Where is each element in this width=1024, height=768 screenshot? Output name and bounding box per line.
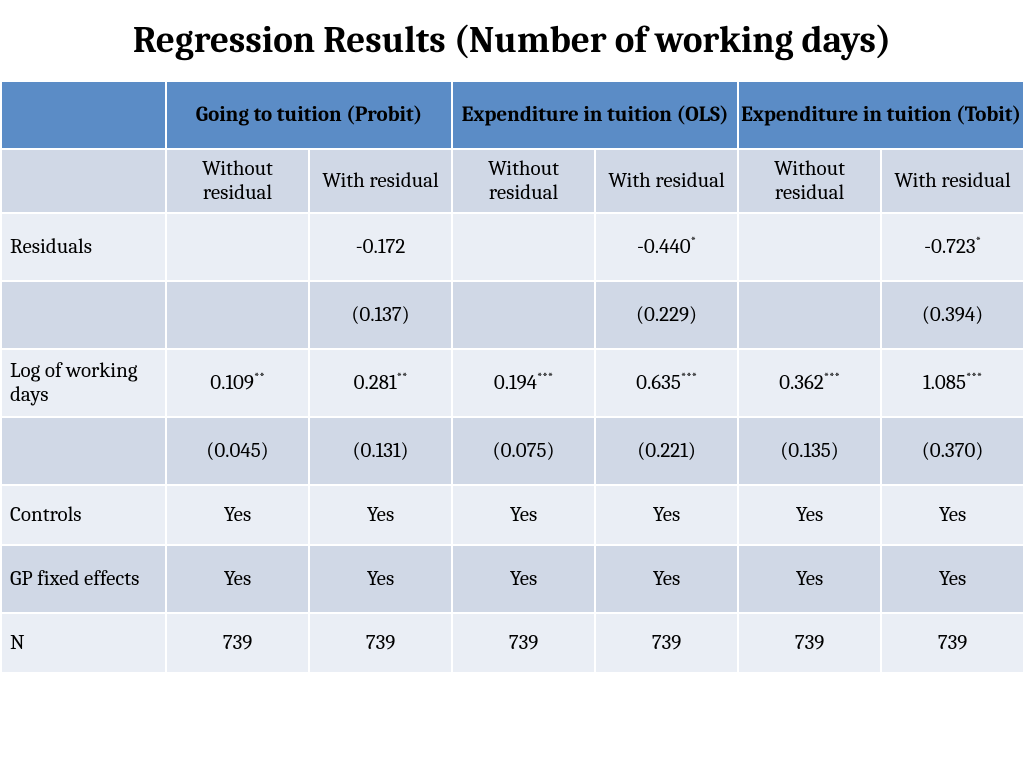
cell: Yes: [452, 485, 595, 545]
cell: 739: [309, 613, 452, 673]
row-label: Controls: [1, 485, 166, 545]
cell: 739: [738, 613, 881, 673]
regression-table: Going to tuition (Probit) Expenditure in…: [0, 80, 1024, 674]
subheader: Without residual: [166, 149, 309, 213]
table-subheader-row: Without residual With residual Without r…: [1, 149, 1024, 213]
cell: Yes: [881, 545, 1024, 613]
cell: (0.045): [166, 417, 309, 485]
cell: Yes: [881, 485, 1024, 545]
cell: [738, 281, 881, 349]
cell: Yes: [452, 545, 595, 613]
cell: -0.723*: [881, 213, 1024, 281]
table-body: Residuals -0.172 -0.440* -0.723* (0.137) (0.2…: [1, 213, 1024, 673]
page-title: Regression Results (Number of working da…: [0, 20, 1024, 62]
row-label: N: [1, 613, 166, 673]
cell: [166, 213, 309, 281]
subheader: With residual: [595, 149, 738, 213]
subheader-blank: [1, 149, 166, 213]
table-header-group-row: Going to tuition (Probit) Expenditure in…: [1, 81, 1024, 149]
subheader: With residual: [309, 149, 452, 213]
cell: (0.135): [738, 417, 881, 485]
subheader: With residual: [881, 149, 1024, 213]
subheader: Without residual: [452, 149, 595, 213]
table-row: Log of working days0.109**0.281**0.194**…: [1, 349, 1024, 417]
cell: 739: [881, 613, 1024, 673]
row-label: [1, 281, 166, 349]
cell: -0.440*: [595, 213, 738, 281]
cell: [166, 281, 309, 349]
cell: 0.362***: [738, 349, 881, 417]
header-group-tobit: Expenditure in tuition (Tobit): [738, 81, 1024, 149]
table-row: Residuals -0.172 -0.440* -0.723*: [1, 213, 1024, 281]
cell: 0.281**: [309, 349, 452, 417]
cell: Yes: [309, 545, 452, 613]
header-group-probit: Going to tuition (Probit): [166, 81, 452, 149]
cell: 1.085***: [881, 349, 1024, 417]
slide: Regression Results (Number of working da…: [0, 0, 1024, 768]
row-label: GP fixed effects: [1, 545, 166, 613]
cell: Yes: [738, 485, 881, 545]
row-label: Residuals: [1, 213, 166, 281]
table-row: GP fixed effectsYesYesYesYesYesYes: [1, 545, 1024, 613]
cell: Yes: [595, 485, 738, 545]
table-row: N739739739739739739: [1, 613, 1024, 673]
cell: -0.172: [309, 213, 452, 281]
cell: (0.131): [309, 417, 452, 485]
cell: [738, 213, 881, 281]
cell: (0.394): [881, 281, 1024, 349]
cell: Yes: [595, 545, 738, 613]
cell: (0.075): [452, 417, 595, 485]
cell: 739: [166, 613, 309, 673]
cell: (0.137): [309, 281, 452, 349]
cell: Yes: [738, 545, 881, 613]
cell: Yes: [166, 545, 309, 613]
cell: 739: [452, 613, 595, 673]
cell: 0.194***: [452, 349, 595, 417]
cell: Yes: [166, 485, 309, 545]
cell: 0.109**: [166, 349, 309, 417]
subheader: Without residual: [738, 149, 881, 213]
cell: (0.370): [881, 417, 1024, 485]
cell: 739: [595, 613, 738, 673]
cell: [452, 281, 595, 349]
row-label: Log of working days: [1, 349, 166, 417]
table-row: (0.137) (0.229) (0.394): [1, 281, 1024, 349]
table-row: ControlsYesYesYesYesYesYes: [1, 485, 1024, 545]
cell: (0.229): [595, 281, 738, 349]
cell: Yes: [309, 485, 452, 545]
header-group-ols: Expenditure in tuition (OLS): [452, 81, 738, 149]
cell: [452, 213, 595, 281]
header-blank: [1, 81, 166, 149]
cell: 0.635***: [595, 349, 738, 417]
cell: (0.221): [595, 417, 738, 485]
table-row: (0.045)(0.131)(0.075)(0.221)(0.135)(0.37…: [1, 417, 1024, 485]
row-label: [1, 417, 166, 485]
